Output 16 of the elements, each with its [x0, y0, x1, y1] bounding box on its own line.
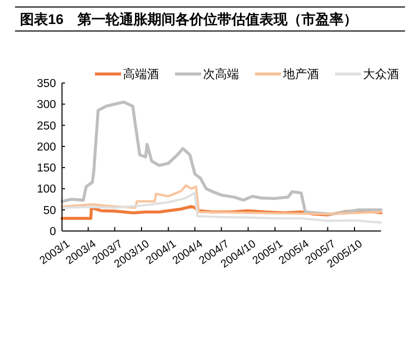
- line-series: [60, 100, 382, 216]
- line-series: [60, 192, 382, 224]
- legend-label: 地产酒: [282, 67, 319, 81]
- legend-label: 次高端: [203, 67, 239, 81]
- legend-label: 大众酒: [363, 67, 399, 81]
- y-tick-label: 100: [36, 184, 56, 196]
- legend-label: 高端酒: [123, 67, 159, 81]
- y-tick-label: 150: [36, 162, 56, 175]
- y-tick-label: 350: [36, 78, 56, 90]
- y-tick-label: 300: [36, 99, 56, 112]
- chart-title: 图表16 第一轮通胀期间各价位带估值表现（市盈率）: [20, 11, 358, 27]
- y-tick-label: 0: [50, 226, 56, 238]
- y-tick-label: 200: [36, 141, 56, 154]
- y-tick-label: 250: [36, 120, 56, 132]
- line-series: [60, 184, 382, 216]
- y-tick-label: 50: [43, 204, 56, 217]
